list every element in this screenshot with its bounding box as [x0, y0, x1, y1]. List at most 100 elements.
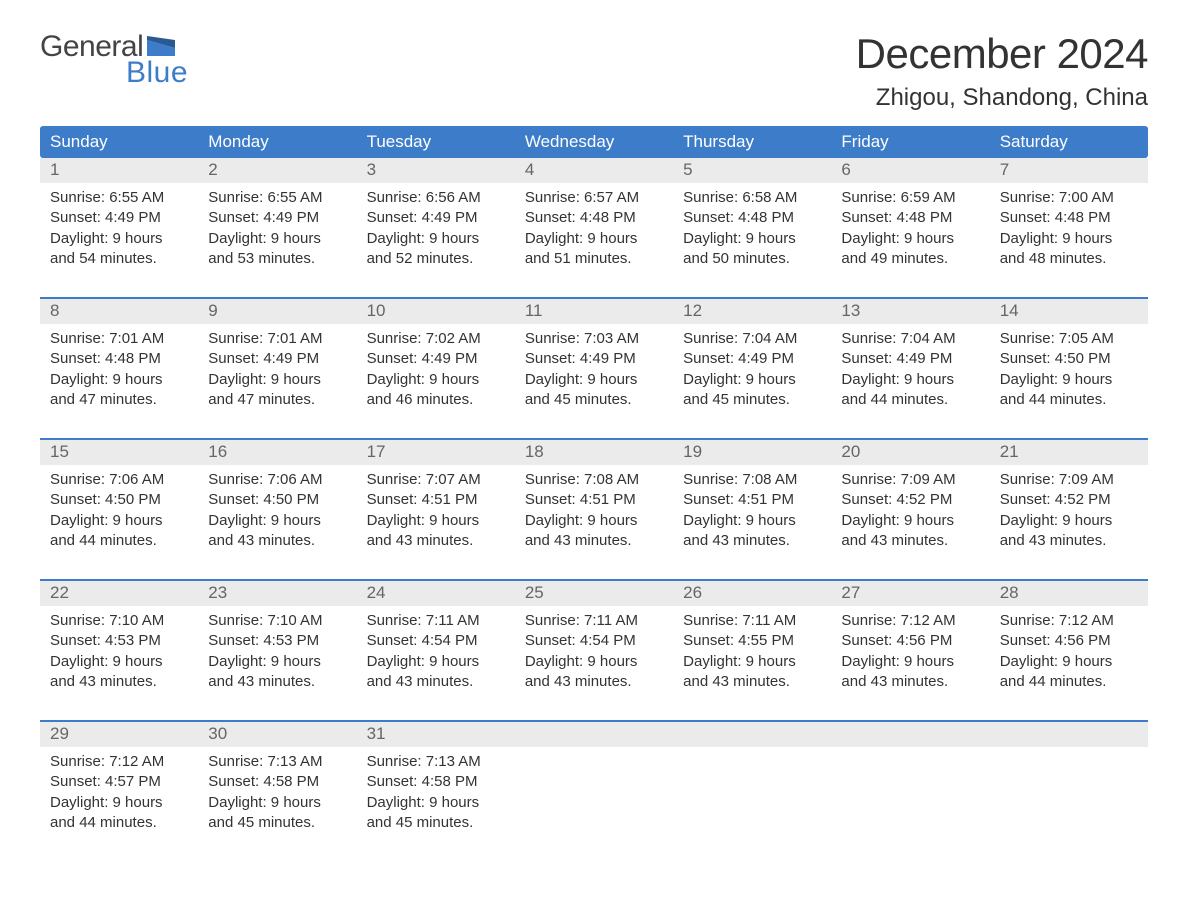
- day-number: 9: [198, 299, 356, 324]
- sunrise-line: Sunrise: 6:55 AM: [50, 188, 188, 208]
- sunrise-line: Sunrise: 7:04 AM: [841, 329, 979, 349]
- daylight-line: Daylight: 9 hours and 48 minutes.: [1000, 229, 1138, 270]
- sunset-line: Sunset: 4:55 PM: [683, 631, 821, 651]
- dow-sunday: Sunday: [40, 126, 198, 158]
- day-number: 20: [831, 440, 989, 465]
- daylight-line: Daylight: 9 hours and 44 minutes.: [841, 370, 979, 411]
- day-number: 18: [515, 440, 673, 465]
- calendar-cell: Sunrise: 7:11 AMSunset: 4:54 PMDaylight:…: [357, 606, 515, 702]
- sunset-line: Sunset: 4:57 PM: [50, 772, 188, 792]
- daylight-line: Daylight: 9 hours and 43 minutes.: [367, 652, 505, 693]
- day-number: 6: [831, 158, 989, 183]
- daylight-line: Daylight: 9 hours and 50 minutes.: [683, 229, 821, 270]
- day-number: 22: [40, 581, 198, 606]
- sunrise-line: Sunrise: 7:05 AM: [1000, 329, 1138, 349]
- sunrise-line: Sunrise: 7:11 AM: [367, 611, 505, 631]
- daylight-line: Daylight: 9 hours and 43 minutes.: [367, 511, 505, 552]
- sunrise-line: Sunrise: 7:08 AM: [525, 470, 663, 490]
- day-number: 29: [40, 722, 198, 747]
- sunrise-line: Sunrise: 7:11 AM: [525, 611, 663, 631]
- logo: General Blue: [40, 30, 188, 90]
- daylight-line: Daylight: 9 hours and 44 minutes.: [1000, 652, 1138, 693]
- sunset-line: Sunset: 4:58 PM: [367, 772, 505, 792]
- daylight-line: Daylight: 9 hours and 43 minutes.: [50, 652, 188, 693]
- sunrise-line: Sunrise: 7:04 AM: [683, 329, 821, 349]
- calendar-cell: Sunrise: 7:10 AMSunset: 4:53 PMDaylight:…: [40, 606, 198, 702]
- sunrise-line: Sunrise: 7:00 AM: [1000, 188, 1138, 208]
- page-title: December 2024: [856, 30, 1148, 78]
- sunrise-line: Sunrise: 7:13 AM: [367, 752, 505, 772]
- day-number: [990, 722, 1148, 747]
- day-number: 1: [40, 158, 198, 183]
- day-number: 19: [673, 440, 831, 465]
- day-number: [673, 722, 831, 747]
- day-number: 4: [515, 158, 673, 183]
- daylight-line: Daylight: 9 hours and 47 minutes.: [50, 370, 188, 411]
- logo-text-2: Blue: [126, 56, 188, 90]
- calendar-cell: Sunrise: 7:12 AMSunset: 4:56 PMDaylight:…: [990, 606, 1148, 702]
- calendar-cell: Sunrise: 7:13 AMSunset: 4:58 PMDaylight:…: [198, 747, 356, 843]
- daylight-line: Daylight: 9 hours and 44 minutes.: [50, 793, 188, 834]
- daylight-line: Daylight: 9 hours and 43 minutes.: [841, 652, 979, 693]
- calendar-cell: Sunrise: 7:08 AMSunset: 4:51 PMDaylight:…: [673, 465, 831, 561]
- sunset-line: Sunset: 4:52 PM: [841, 490, 979, 510]
- day-number: 3: [357, 158, 515, 183]
- day-number: 25: [515, 581, 673, 606]
- calendar: Sunday Monday Tuesday Wednesday Thursday…: [40, 126, 1148, 843]
- daylight-line: Daylight: 9 hours and 43 minutes.: [1000, 511, 1138, 552]
- sunrise-line: Sunrise: 7:09 AM: [841, 470, 979, 490]
- day-number: 2: [198, 158, 356, 183]
- sunset-line: Sunset: 4:48 PM: [683, 208, 821, 228]
- day-number: 5: [673, 158, 831, 183]
- day-number: 12: [673, 299, 831, 324]
- calendar-cell: Sunrise: 7:12 AMSunset: 4:57 PMDaylight:…: [40, 747, 198, 843]
- calendar-cell: Sunrise: 6:58 AMSunset: 4:48 PMDaylight:…: [673, 183, 831, 279]
- day-number: 7: [990, 158, 1148, 183]
- calendar-cell: Sunrise: 7:01 AMSunset: 4:48 PMDaylight:…: [40, 324, 198, 420]
- daylight-line: Daylight: 9 hours and 53 minutes.: [208, 229, 346, 270]
- day-number: 27: [831, 581, 989, 606]
- daylight-line: Daylight: 9 hours and 45 minutes.: [525, 370, 663, 411]
- sunset-line: Sunset: 4:56 PM: [841, 631, 979, 651]
- day-number: 10: [357, 299, 515, 324]
- calendar-week: 293031Sunrise: 7:12 AMSunset: 4:57 PMDay…: [40, 720, 1148, 843]
- dow-wednesday: Wednesday: [515, 126, 673, 158]
- calendar-cell: Sunrise: 7:13 AMSunset: 4:58 PMDaylight:…: [357, 747, 515, 843]
- day-number: 8: [40, 299, 198, 324]
- daynum-row: 891011121314: [40, 299, 1148, 324]
- daynum-row: 15161718192021: [40, 440, 1148, 465]
- calendar-cell: Sunrise: 7:01 AMSunset: 4:49 PMDaylight:…: [198, 324, 356, 420]
- sunset-line: Sunset: 4:48 PM: [50, 349, 188, 369]
- day-number: 30: [198, 722, 356, 747]
- sunrise-line: Sunrise: 6:58 AM: [683, 188, 821, 208]
- daylight-line: Daylight: 9 hours and 52 minutes.: [367, 229, 505, 270]
- sunrise-line: Sunrise: 7:12 AM: [841, 611, 979, 631]
- calendar-cell: Sunrise: 6:57 AMSunset: 4:48 PMDaylight:…: [515, 183, 673, 279]
- calendar-week: 22232425262728Sunrise: 7:10 AMSunset: 4:…: [40, 579, 1148, 702]
- calendar-week: 15161718192021Sunrise: 7:06 AMSunset: 4:…: [40, 438, 1148, 561]
- sunset-line: Sunset: 4:56 PM: [1000, 631, 1138, 651]
- sunrise-line: Sunrise: 7:12 AM: [1000, 611, 1138, 631]
- day-number: 26: [673, 581, 831, 606]
- sunrise-line: Sunrise: 7:13 AM: [208, 752, 346, 772]
- daynum-row: 1234567: [40, 158, 1148, 183]
- calendar-cell: Sunrise: 7:00 AMSunset: 4:48 PMDaylight:…: [990, 183, 1148, 279]
- dow-thursday: Thursday: [673, 126, 831, 158]
- sunset-line: Sunset: 4:49 PM: [683, 349, 821, 369]
- daynum-row: 293031: [40, 722, 1148, 747]
- calendar-cell: Sunrise: 7:06 AMSunset: 4:50 PMDaylight:…: [40, 465, 198, 561]
- daylight-line: Daylight: 9 hours and 43 minutes.: [683, 652, 821, 693]
- daylight-line: Daylight: 9 hours and 43 minutes.: [525, 511, 663, 552]
- sunrise-line: Sunrise: 6:55 AM: [208, 188, 346, 208]
- daylight-line: Daylight: 9 hours and 45 minutes.: [683, 370, 821, 411]
- sunset-line: Sunset: 4:54 PM: [367, 631, 505, 651]
- calendar-cell: Sunrise: 6:59 AMSunset: 4:48 PMDaylight:…: [831, 183, 989, 279]
- sunrise-line: Sunrise: 7:07 AM: [367, 470, 505, 490]
- dow-saturday: Saturday: [990, 126, 1148, 158]
- sunset-line: Sunset: 4:49 PM: [525, 349, 663, 369]
- sunrise-line: Sunrise: 7:03 AM: [525, 329, 663, 349]
- sunset-line: Sunset: 4:50 PM: [1000, 349, 1138, 369]
- day-number: 11: [515, 299, 673, 324]
- daylight-line: Daylight: 9 hours and 44 minutes.: [1000, 370, 1138, 411]
- daylight-line: Daylight: 9 hours and 46 minutes.: [367, 370, 505, 411]
